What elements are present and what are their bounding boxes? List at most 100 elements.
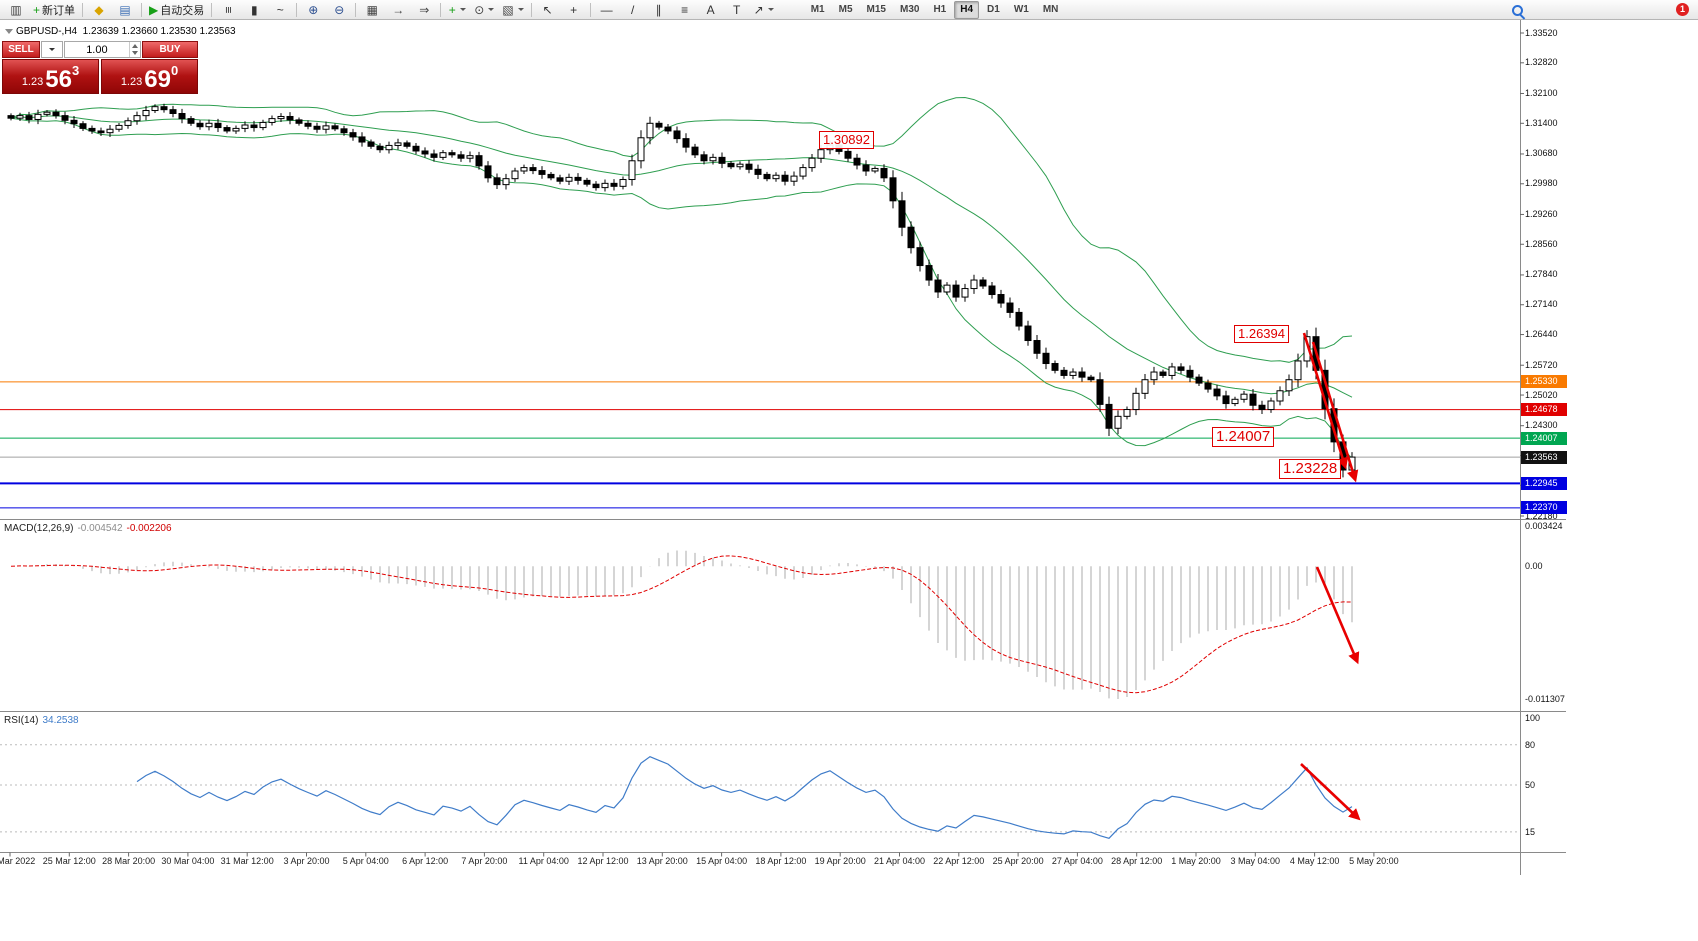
chevron-down-icon bbox=[767, 8, 774, 11]
trendline-button[interactable]: / bbox=[620, 0, 646, 20]
time-axis-label: 21 Apr 04:00 bbox=[873, 856, 926, 866]
time-axis-label: 7 Apr 20:00 bbox=[461, 856, 508, 866]
time-axis-label: 15 Apr 04:00 bbox=[696, 856, 748, 866]
sell-price-pips: 56 bbox=[45, 66, 72, 93]
time-axis-label: 4 May 12:00 bbox=[1289, 856, 1340, 866]
zoom-in-button[interactable]: ⊕ bbox=[300, 0, 326, 20]
time-axis-label: 27 Apr 04:00 bbox=[1051, 856, 1103, 866]
timeframe-h4[interactable]: H4 bbox=[954, 0, 980, 19]
text-label-button[interactable]: T bbox=[724, 0, 750, 20]
time-axis-label: 11 Apr 04:00 bbox=[518, 856, 569, 866]
rsi-indicator-label: RSI(14) 34.2538 bbox=[4, 715, 79, 726]
timeframe-m15[interactable]: M15 bbox=[866, 4, 886, 15]
toolbar-separator bbox=[530, 2, 532, 17]
new-order-button[interactable]: + 新订单 bbox=[29, 0, 79, 20]
candlestick-chart-button[interactable]: ▮ bbox=[241, 0, 267, 20]
rsi-value: 34.2538 bbox=[42, 715, 79, 726]
periods-icon: ⊙ bbox=[474, 2, 485, 17]
horizontal-line-icon: — bbox=[600, 2, 613, 17]
sell-button[interactable]: SELL bbox=[2, 41, 40, 58]
cursor-button[interactable]: ↖ bbox=[535, 0, 561, 20]
timeframe-m1[interactable]: M1 bbox=[810, 4, 825, 15]
cursor-icon: ↖ bbox=[542, 2, 553, 17]
macd-indicator-label: MACD(12,26,9) -0.004542 -0.002206 bbox=[4, 523, 172, 534]
time-axis-label: 25 Apr 20:00 bbox=[992, 856, 1044, 866]
volume-input[interactable] bbox=[65, 42, 129, 57]
volume-up-button[interactable] bbox=[130, 42, 140, 50]
time-axis-label: 30 Mar 04:00 bbox=[161, 856, 215, 866]
timeframe-d1[interactable]: D1 bbox=[987, 4, 1000, 15]
timeframe-m5[interactable]: M5 bbox=[838, 4, 853, 15]
chevron-down-icon bbox=[517, 8, 524, 11]
order-type-dropdown[interactable] bbox=[41, 41, 63, 58]
price-annotation[interactable]: 1.23228 bbox=[1279, 459, 1342, 479]
rsi-name: RSI(14) bbox=[4, 715, 39, 726]
buy-price-display[interactable]: 1.23 69 0 bbox=[101, 59, 198, 94]
indicators-icon: + bbox=[448, 2, 456, 17]
metaeditor-button[interactable]: ◆ bbox=[86, 0, 112, 20]
timeframe-mn[interactable]: MN bbox=[1042, 4, 1059, 15]
tile-windows-button[interactable]: ▦ bbox=[359, 0, 385, 20]
main-toolbar: ▥ + 新订单 ◆ ▤ ▶ 自动交易 ≡ ▮ ~ ⊕ ⊖ ▦ → ⇒ + ⊙ ▧ ↖ + — / ∥ ≡ A T ↗ M1 M5 M15 M… bbox=[0, 0, 1698, 20]
chevron-down-icon bbox=[459, 8, 466, 11]
chart-shift-button[interactable]: ⇒ bbox=[411, 0, 437, 20]
timeframe-m30[interactable]: M30 bbox=[899, 4, 920, 15]
timeframe-w1[interactable]: W1 bbox=[1013, 4, 1029, 15]
one-click-toggle-button[interactable] bbox=[5, 29, 13, 34]
sell-price-display[interactable]: 1.23 56 3 bbox=[2, 59, 99, 94]
search-icon[interactable] bbox=[1512, 5, 1523, 16]
equidistant-channel-icon: ∥ bbox=[655, 2, 662, 17]
one-click-prices: 1.23 56 3 1.23 69 0 bbox=[2, 59, 198, 94]
sell-price-point: 3 bbox=[71, 63, 80, 78]
toolbar-separator bbox=[211, 2, 213, 17]
text-button[interactable]: A bbox=[698, 0, 724, 20]
trend-arrow[interactable] bbox=[1311, 341, 1359, 483]
indicators-button[interactable]: + bbox=[444, 0, 470, 20]
data-window-button[interactable]: ▤ bbox=[112, 0, 138, 20]
horizontal-line-button[interactable]: — bbox=[594, 0, 620, 20]
time-axis-label: 28 Mar 20:00 bbox=[102, 856, 156, 866]
time-axis-label: 28 Apr 12:00 bbox=[1111, 856, 1163, 866]
time-axis-label: 3 May 04:00 bbox=[1230, 856, 1281, 866]
equidistant-channel-button[interactable]: ∥ bbox=[646, 0, 672, 20]
trend-arrow[interactable] bbox=[1302, 332, 1349, 470]
auto-scroll-button[interactable]: → bbox=[385, 0, 411, 20]
volume-down-button[interactable] bbox=[130, 50, 140, 58]
crosshair-icon: + bbox=[570, 2, 578, 17]
autotrading-button[interactable]: ▶ 自动交易 bbox=[145, 0, 208, 20]
buy-price-pips: 69 bbox=[144, 66, 171, 93]
bar-chart-button[interactable]: ≡ bbox=[215, 0, 241, 20]
zoom-out-button[interactable]: ⊖ bbox=[326, 0, 352, 20]
line-chart-button[interactable]: ~ bbox=[267, 0, 293, 20]
data-window-icon: ▤ bbox=[119, 2, 131, 17]
time-axis-label: 13 Apr 20:00 bbox=[636, 856, 688, 866]
fibonacci-button[interactable]: ≡ bbox=[672, 0, 698, 20]
line-chart-icon: ~ bbox=[276, 2, 284, 17]
new-chart-button[interactable]: ▥ bbox=[3, 0, 29, 20]
timeframe-h1[interactable]: H1 bbox=[933, 4, 947, 15]
toolbar-separator bbox=[141, 2, 143, 17]
chart-info-line: GBPUSD-,H4 1.23639 1.23660 1.23530 1.235… bbox=[16, 26, 236, 37]
new-order-icon: + bbox=[33, 2, 41, 17]
arrows-tool-button[interactable]: ↗ bbox=[750, 0, 778, 20]
notifications-badge[interactable]: 1 bbox=[1676, 3, 1689, 16]
text-label-icon: T bbox=[732, 2, 741, 17]
buy-button[interactable]: BUY bbox=[142, 41, 198, 58]
trend-arrow[interactable] bbox=[1300, 763, 1361, 821]
toolbar-separator bbox=[355, 2, 357, 17]
text-icon: A bbox=[706, 2, 715, 17]
price-annotation[interactable]: 1.26394 bbox=[1234, 325, 1289, 343]
price-annotation[interactable]: 1.24007 bbox=[1212, 427, 1275, 447]
bar-chart-icon: ≡ bbox=[221, 5, 236, 14]
price-annotation[interactable]: 1.30892 bbox=[819, 131, 874, 149]
templates-button[interactable]: ▧ bbox=[498, 0, 527, 20]
chevron-down-icon bbox=[49, 48, 55, 51]
trend-arrow[interactable] bbox=[1315, 566, 1360, 665]
time-axis-label: 25 Mar 12:00 bbox=[42, 856, 96, 866]
crosshair-button[interactable]: + bbox=[561, 0, 587, 20]
periods-button[interactable]: ⊙ bbox=[470, 0, 498, 20]
templates-icon: ▧ bbox=[502, 2, 514, 17]
autotrading-label: 自动交易 bbox=[160, 4, 205, 17]
